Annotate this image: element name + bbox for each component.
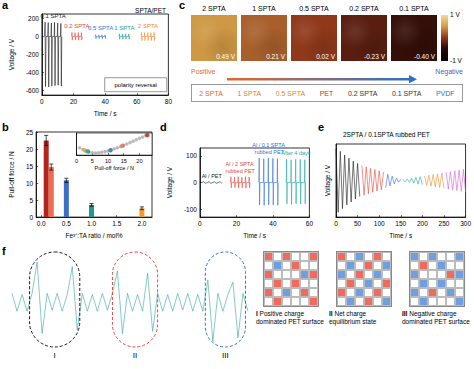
svg-text:300: 300	[460, 220, 471, 227]
html-text:e: e	[318, 121, 325, 133]
svg-text:250: 250	[439, 220, 450, 227]
svg-text:0: 0	[40, 98, 44, 105]
svg-text:Pull-off force / N: Pull-off force / N	[8, 151, 15, 198]
svg-text:10: 10	[105, 158, 111, 164]
svg-text:rubbed PET: rubbed PET	[226, 168, 256, 174]
html-text:0.2 SPTA: 0.2 SPTA	[349, 5, 379, 12]
svg-text:20: 20	[26, 146, 34, 153]
svg-text:0: 0	[198, 220, 202, 227]
svg-text:40: 40	[102, 98, 110, 105]
svg-text:60: 60	[306, 220, 314, 227]
svg-text:200: 200	[28, 15, 39, 22]
svg-text:2SPTA / 0.1SPTA rubbed PET: 2SPTA / 0.1SPTA rubbed PET	[343, 131, 430, 138]
html-text:1 SPTA: 1 SPTA	[237, 89, 262, 97]
svg-text:0.1 SPTA: 0.1 SPTA	[41, 13, 66, 19]
svg-text:II: II	[133, 351, 137, 360]
html-text:1 V: 1 V	[450, 11, 460, 18]
html-text:0.5 SPTA: 0.5 SPTA	[275, 89, 306, 97]
html-text:Positive: Positive	[191, 68, 216, 75]
svg-text:-200: -200	[26, 51, 39, 58]
svg-text:SPTA/PET: SPTA/PET	[135, 7, 166, 14]
html-text:1 SPTA: 1 SPTA	[252, 5, 276, 12]
svg-text:100: 100	[374, 220, 385, 227]
svg-text:5: 5	[30, 197, 34, 204]
html-text:II Net charge equilibrium stat: II Net charge equilibrium state	[329, 310, 377, 325]
svg-text:20: 20	[136, 158, 142, 164]
html-text:0.02 V: 0.02 V	[316, 53, 335, 60]
html-text:b: b	[2, 121, 9, 133]
svg-text:60: 60	[133, 98, 141, 105]
svg-text:1.5: 1.5	[112, 220, 121, 227]
svg-text:Voltage / V: Voltage / V	[324, 164, 332, 196]
svg-text:0.2 SPTA: 0.2 SPTA	[64, 23, 89, 29]
svg-text:80: 80	[165, 98, 173, 105]
svg-text:2 SPTA: 2 SPTA	[138, 23, 158, 29]
html-text:2 SPTA: 2 SPTA	[199, 89, 223, 97]
svg-text:5: 5	[91, 158, 94, 164]
svg-text:Fe³⁺:TA ratio / mol%: Fe³⁺:TA ratio / mol%	[65, 232, 122, 239]
svg-text:polarity reversal: polarity reversal	[115, 82, 157, 88]
svg-text:0: 0	[35, 33, 39, 40]
svg-text:I: I	[54, 351, 56, 360]
svg-text:0.5: 0.5	[62, 220, 71, 227]
svg-text:0: 0	[334, 220, 338, 227]
svg-text:Pull-off force / N: Pull-off force / N	[95, 165, 134, 171]
svg-text:200: 200	[417, 220, 428, 227]
html-text:0.5 SPTA: 0.5 SPTA	[299, 5, 329, 12]
svg-text:Voltage / V: Voltage / V	[8, 38, 16, 70]
svg-text:Voltage / V: Voltage / V	[166, 166, 174, 198]
svg-text:25: 25	[26, 129, 34, 136]
svg-text:III: III	[222, 351, 229, 360]
svg-text:2.0: 2.0	[137, 220, 146, 227]
svg-text:50: 50	[354, 220, 362, 227]
html-text:III Negative charge dominated: III Negative charge dominated PET surfac…	[402, 310, 470, 325]
svg-text:0.5 SPTA: 0.5 SPTA	[88, 25, 113, 31]
svg-text:100: 100	[186, 152, 197, 159]
svg-text:Time / s: Time / s	[94, 110, 118, 117]
html-text:-1 V: -1 V	[450, 57, 462, 64]
svg-text:-600: -600	[26, 87, 39, 94]
html-text:2 SPTA: 2 SPTA	[202, 5, 226, 12]
svg-text:40: 40	[269, 220, 277, 227]
svg-text:Time / s: Time / s	[243, 232, 267, 239]
html-text:0.49 V: 0.49 V	[216, 53, 235, 60]
html-text:a: a	[2, 0, 9, 11]
html-text:0.1 SPTA: 0.1 SPTA	[391, 89, 422, 97]
svg-text:-400: -400	[26, 69, 39, 76]
svg-text:Al / 2 SPTA: Al / 2 SPTA	[226, 161, 255, 167]
svg-text:Time / s: Time / s	[389, 232, 413, 239]
html-text:-0.23 V: -0.23 V	[364, 53, 385, 60]
svg-text:15: 15	[121, 158, 127, 164]
html-text:c: c	[179, 0, 186, 11]
svg-text:Al / PET: Al / PET	[202, 173, 223, 179]
svg-text:20: 20	[70, 98, 78, 105]
svg-text:0: 0	[30, 214, 34, 221]
svg-text:150: 150	[395, 220, 406, 227]
svg-text:After 4 days: After 4 days	[281, 150, 311, 156]
svg-text:0: 0	[75, 158, 78, 164]
svg-text:-100: -100	[184, 206, 197, 213]
html-text:PVDF: PVDF	[436, 89, 455, 97]
html-text:f: f	[2, 245, 6, 257]
html-text:0.1 SPTA: 0.1 SPTA	[399, 5, 429, 12]
svg-text:10: 10	[26, 180, 34, 187]
html-text:I Positive charge dominated PE: I Positive charge dominated PET surface	[256, 310, 324, 325]
svg-text:0: 0	[193, 179, 197, 186]
svg-text:0.0: 0.0	[37, 220, 46, 227]
svg-text:20: 20	[233, 220, 241, 227]
html-text:0.21 V: 0.21 V	[266, 53, 285, 60]
html-text:Negative: Negative	[435, 68, 463, 75]
html-text:d: d	[160, 121, 167, 133]
svg-text:1 SPTA: 1 SPTA	[114, 25, 134, 31]
svg-text:15: 15	[26, 163, 34, 170]
html-text:-0.40 V: -0.40 V	[414, 53, 435, 60]
html-text:PET: PET	[319, 89, 334, 97]
svg-text:1.0: 1.0	[87, 220, 96, 227]
svg-text:rubbed PET: rubbed PET	[253, 149, 285, 155]
html-text:0.2 SPTA: 0.2 SPTA	[347, 89, 378, 97]
svg-text:Al / 0.1 SPTA: Al / 0.1 SPTA	[252, 142, 285, 148]
